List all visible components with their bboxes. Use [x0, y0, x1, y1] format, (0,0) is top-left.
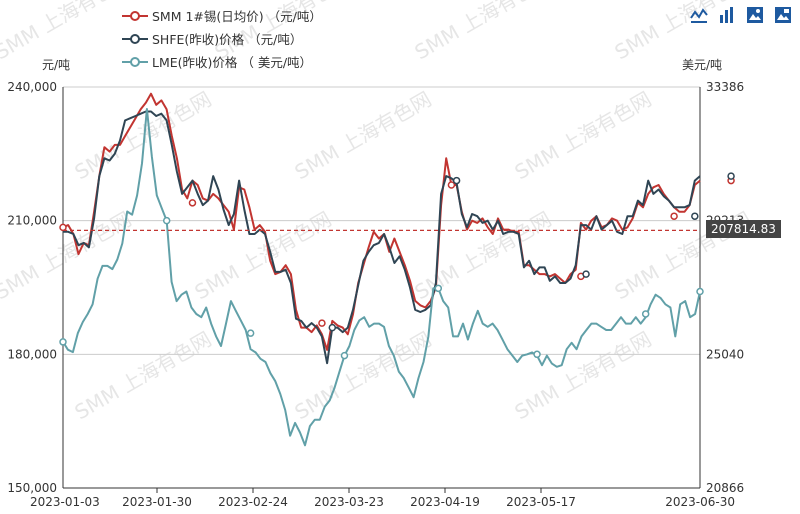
reference-value-label: 207814.83 [706, 220, 781, 238]
y-left-tick-label: 180,000 [7, 347, 57, 361]
left-axis-unit: 元/吨 [42, 58, 71, 72]
series-marker-2 [434, 284, 443, 293]
legend-symbol-smm [122, 10, 148, 21]
series-marker-2 [641, 310, 650, 318]
series-line-0 [62, 92, 701, 351]
y-left-tick-label: 150,000 [7, 481, 57, 495]
series-marker-0 [447, 181, 456, 189]
legend-symbol-lme [122, 56, 148, 67]
series-marker-2 [533, 350, 541, 359]
legend-item-lme[interactable]: LME(昨收)价格 （ 美元/吨） [122, 50, 322, 73]
x-tick-label: 2023-01-30 [122, 495, 192, 509]
series-marker-2 [246, 329, 255, 337]
watermark-text: SMM 上海有色网 [0, 0, 136, 64]
watermark-text: SMM 上海有色网 [191, 207, 336, 305]
y-right-tick-label: 33386 [706, 80, 744, 94]
series-marker-1 [582, 270, 590, 278]
y-left-tick-label: 210,000 [7, 214, 57, 228]
series-line-1 [63, 110, 701, 365]
watermark-text: SMM 上海有色网 [511, 327, 656, 425]
chart-toolbar [690, 6, 792, 24]
y-right-tick-label: 25040 [706, 347, 744, 361]
series-marker-0 [318, 319, 326, 327]
series-marker-1 [452, 176, 461, 185]
legend-item-shfe[interactable]: SHFE(昨收)价格 （元/吨） [122, 27, 322, 50]
y-left-tick-label: 240,000 [7, 80, 57, 94]
series-layer [59, 92, 735, 447]
watermark-text: SMM 上海有色网 [291, 87, 436, 185]
x-tick-label: 2023-04-19 [410, 495, 480, 509]
save-image-icon[interactable] [774, 6, 792, 24]
series-line-2 [62, 108, 701, 447]
right-axis-unit: 美元/吨 [682, 58, 723, 72]
x-tick-label: 2023-01-03 [30, 495, 100, 509]
axes [62, 87, 701, 493]
series-marker-0 [188, 199, 197, 207]
legend-item-smm[interactable]: SMM 1#锡(日均价) （元/吨） [122, 4, 322, 27]
watermark-text: SMM 上海有色网 [71, 327, 216, 425]
series-marker-1 [328, 323, 337, 332]
x-tick-label: 2023-03-23 [314, 495, 384, 509]
series-marker-2 [162, 216, 171, 225]
series-marker-2 [59, 338, 67, 346]
legend: SMM 1#锡(日均价) （元/吨） SHFE(昨收)价格 （元/吨） LME(… [122, 4, 322, 73]
bar-chart-icon[interactable] [718, 6, 736, 24]
series-marker-2 [696, 287, 704, 296]
restore-icon[interactable] [746, 6, 764, 24]
series-marker-0 [59, 223, 67, 232]
x-tick-label: 2023-02-24 [218, 495, 288, 509]
legend-symbol-shfe [122, 33, 148, 44]
x-tick-label: 2023-06-30 [665, 495, 735, 509]
legend-label: SHFE(昨收)价格 （元/吨） [152, 32, 303, 47]
grid-lines [63, 86, 700, 489]
line-chart-icon[interactable] [690, 6, 708, 24]
y-right-tick-label: 20866 [706, 481, 744, 495]
legend-label: SMM 1#锡(日均价) （元/吨） [152, 9, 322, 24]
x-tick-label: 2023-05-17 [506, 495, 576, 509]
watermark-text: SMM 上海有色网 [411, 0, 556, 64]
series-marker-2 [340, 351, 349, 360]
watermark-text: SMM 上海有色网 [71, 87, 216, 185]
watermark-layer: SMM 上海有色网 SMM 上海有色网 SMM 上海有色网 SMM 上海有色网SMM … [0, 0, 756, 424]
legend-label: LME(昨收)价格 （ 美元/吨） [152, 55, 313, 70]
watermark-text: SMM 上海有色网 [291, 327, 436, 425]
series-marker-0 [670, 212, 678, 220]
series-marker-1 [691, 212, 699, 220]
tick-labels: 150,000180,000210,000240,000208662504029… [7, 80, 744, 509]
watermark-text: SMM 上海有色网 [511, 87, 656, 185]
series-marker-1 [727, 172, 735, 180]
